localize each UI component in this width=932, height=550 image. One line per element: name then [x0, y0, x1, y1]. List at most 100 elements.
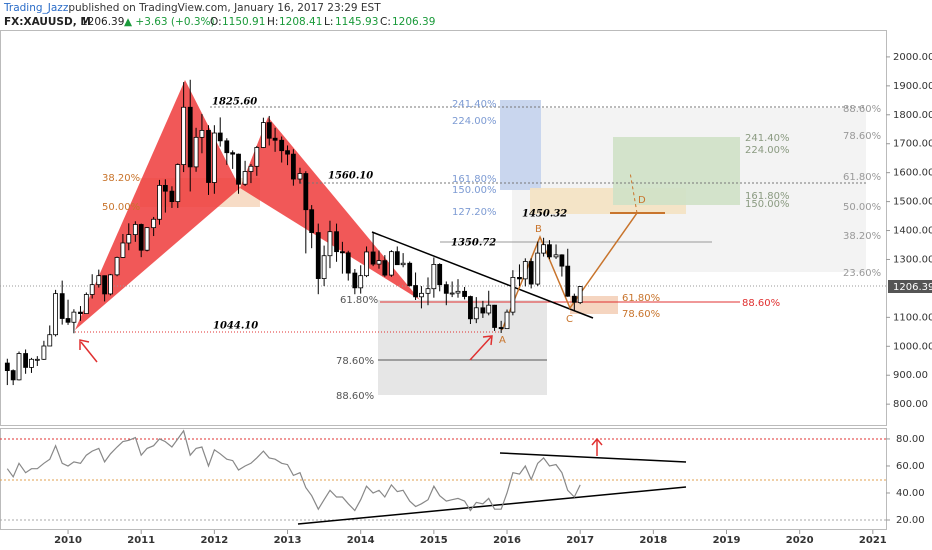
candle-body — [144, 227, 150, 251]
annotation: 78.60% — [336, 356, 374, 367]
annotation: 1825.60 — [212, 97, 257, 108]
annotation: 23.60% — [843, 268, 881, 279]
y-tick-label: 1800.00 — [893, 110, 932, 121]
candle-body — [327, 231, 333, 257]
candle-body — [571, 295, 577, 303]
y-tick-label: 1100.00 — [893, 312, 932, 323]
annotation: C — [566, 314, 573, 325]
annotation: 161.80% — [452, 174, 497, 185]
arrow — [591, 437, 603, 446]
y-tick-label: 1400.00 — [893, 226, 932, 237]
y-tick-label: 800.00 — [893, 399, 928, 410]
candle-body — [206, 130, 211, 183]
candle-body — [224, 140, 230, 154]
candle-body — [510, 277, 516, 313]
candle-body — [151, 218, 157, 229]
candle-body — [407, 262, 413, 286]
candle-body — [4, 362, 10, 371]
candle-body — [242, 171, 248, 185]
publisher[interactable]: Trading_Jazz — [3, 2, 69, 14]
x-tick-label: 2010 — [54, 535, 82, 546]
candle-body — [236, 153, 241, 185]
candle-body — [53, 293, 59, 336]
candle-body — [528, 261, 534, 285]
candle-body — [413, 285, 418, 298]
candle-body — [157, 184, 162, 220]
candle-body — [297, 173, 303, 180]
x-tick-label: 2011 — [127, 535, 155, 546]
candle-body — [522, 261, 528, 280]
arrow — [79, 339, 90, 350]
candle-body — [217, 132, 223, 142]
annotation: 50.00% — [102, 202, 140, 213]
candle-body — [473, 307, 479, 320]
candle-body — [96, 275, 102, 286]
candle-body — [492, 304, 497, 328]
candle-body — [211, 132, 217, 183]
annotation: 88.60% — [742, 298, 780, 309]
candle-body — [455, 290, 461, 294]
candle-body — [389, 251, 394, 276]
last-price: 1206.39 — [81, 16, 124, 28]
y-tick-label: 40.00 — [896, 488, 925, 499]
x-tick-label: 2021 — [859, 535, 887, 546]
candle-body — [162, 184, 168, 192]
annotation: 38.20% — [102, 173, 140, 184]
published-note: published on TradingView.com, January 16… — [68, 2, 381, 14]
annotation: 78.60% — [622, 309, 660, 320]
candle-body — [553, 254, 559, 258]
fib-zone — [378, 300, 547, 395]
annotation: 88.60% — [336, 391, 374, 402]
candle-body — [486, 304, 492, 314]
candle-body — [83, 294, 89, 314]
candle-body — [559, 254, 565, 267]
candle-body — [321, 255, 327, 279]
annotation: 241.40% — [452, 99, 497, 110]
candle-body — [504, 311, 510, 330]
candle-body — [254, 147, 260, 167]
candle-body — [309, 209, 315, 233]
annotation: A — [499, 335, 506, 346]
candle-body — [126, 234, 132, 244]
candle-body — [303, 173, 309, 211]
ohlc-label: H: — [267, 16, 278, 28]
candle-body — [315, 232, 321, 279]
candle-body — [431, 263, 437, 290]
candle-body — [340, 251, 345, 254]
annotation: D — [638, 195, 646, 206]
x-tick-label: 2015 — [420, 535, 448, 546]
open-value: 1150.91 — [222, 16, 265, 28]
y-tick-label: 1900.00 — [893, 81, 932, 92]
annotation: 127.20% — [452, 207, 497, 218]
candle-body — [480, 307, 486, 314]
y-tick-label: 900.00 — [893, 370, 928, 381]
annotation: 61.80% — [843, 172, 881, 183]
abcd-projection — [629, 171, 638, 214]
x-tick-label: 2017 — [566, 535, 594, 546]
annotation: 150.00% — [452, 185, 497, 196]
candle-body — [449, 292, 455, 295]
candle-body — [29, 358, 34, 368]
x-tick-label: 2019 — [713, 535, 741, 546]
annotation: B — [535, 224, 542, 235]
y-tick-label: 1700.00 — [893, 139, 932, 150]
candle-body — [34, 358, 40, 361]
candle-body — [132, 224, 138, 235]
price-pane — [0, 30, 887, 426]
fib-zone — [500, 100, 541, 190]
abcd-pattern — [501, 212, 638, 331]
candle-body — [230, 152, 236, 155]
price-tag-label: 1206.39 — [893, 282, 932, 293]
annotation: 150.00% — [745, 199, 790, 210]
annotation: 88.60% — [843, 104, 881, 115]
x-tick-label: 2013 — [274, 535, 302, 546]
annotation: 224.00% — [452, 116, 497, 127]
candle-body — [23, 353, 29, 368]
candle-body — [400, 262, 406, 266]
x-tick-label: 2018 — [639, 535, 667, 546]
candle-body — [102, 275, 108, 295]
x-tick-label: 2012 — [200, 535, 228, 546]
candle-body — [290, 153, 296, 180]
